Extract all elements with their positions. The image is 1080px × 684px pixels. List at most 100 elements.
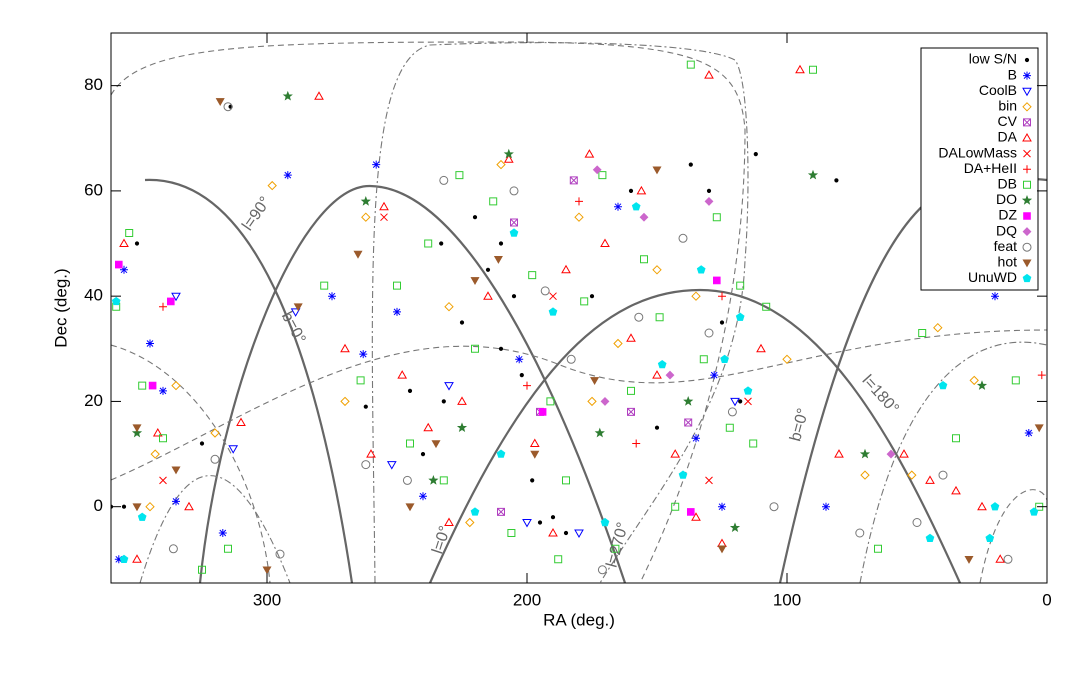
point (1024, 429, 1033, 437)
galactic-curve (979, 489, 1047, 583)
point (628, 188, 634, 193)
y-tick-label: 20 (84, 391, 103, 410)
y-axis-label: Dec (deg.) (51, 268, 70, 347)
point (328, 292, 336, 301)
point (762, 302, 771, 311)
point (704, 328, 714, 338)
point (925, 475, 935, 484)
point (119, 554, 129, 563)
legend-symbol (1023, 180, 1031, 189)
point (574, 529, 584, 539)
point (361, 460, 371, 470)
point (470, 277, 480, 286)
legend-label: bin (998, 98, 1017, 114)
point (363, 404, 368, 409)
point (407, 388, 413, 393)
point (691, 512, 701, 521)
point (712, 213, 721, 222)
galactic-curve (428, 288, 962, 583)
point (493, 255, 503, 264)
point (886, 449, 896, 459)
legend-symbol (1023, 118, 1031, 127)
point (134, 241, 140, 246)
point (167, 297, 175, 306)
point (528, 271, 537, 280)
point (688, 162, 693, 167)
legend-symbol (1023, 71, 1031, 80)
point (406, 439, 414, 448)
point (184, 501, 194, 511)
point (115, 260, 123, 269)
point (692, 434, 700, 443)
point (735, 312, 745, 321)
point (678, 233, 688, 243)
point (444, 382, 454, 391)
point (498, 346, 504, 351)
point (834, 178, 839, 183)
point (444, 517, 454, 526)
point (215, 98, 225, 107)
point (293, 303, 303, 312)
point (498, 241, 504, 246)
point (359, 350, 368, 359)
point (589, 294, 595, 299)
point (393, 307, 401, 316)
point (834, 449, 844, 458)
point (146, 339, 154, 348)
point (632, 439, 641, 448)
point (809, 65, 817, 74)
point (168, 544, 178, 554)
galactic-curve (111, 344, 271, 583)
point (822, 502, 830, 511)
point (372, 160, 381, 169)
point (457, 396, 467, 405)
point (580, 297, 589, 306)
point (210, 428, 220, 438)
point (223, 102, 233, 112)
point (120, 265, 128, 274)
point (727, 407, 737, 417)
point (262, 566, 272, 575)
curve-label: l=90° (239, 194, 274, 234)
legend-symbol (1022, 242, 1032, 252)
point (627, 386, 635, 395)
point (725, 423, 734, 432)
galactic-curve (139, 475, 291, 583)
point (114, 555, 123, 564)
point (439, 241, 444, 246)
point (738, 399, 743, 404)
point (471, 344, 479, 353)
point (753, 152, 758, 157)
point (465, 517, 475, 528)
point (550, 515, 556, 520)
x-tick-label: 100 (773, 590, 801, 609)
point (496, 449, 506, 458)
point (282, 90, 293, 101)
point (855, 528, 865, 538)
point (964, 555, 974, 564)
legend-symbol (1021, 195, 1033, 205)
point (640, 255, 648, 264)
legend-label: CoolB (979, 82, 1017, 98)
point (455, 171, 464, 180)
y-tick-label: 60 (84, 180, 103, 199)
point (548, 307, 558, 316)
point (275, 549, 285, 559)
point (631, 202, 641, 211)
point (522, 519, 532, 528)
point (951, 485, 961, 495)
point (121, 504, 127, 509)
point (1003, 554, 1013, 564)
point (977, 501, 987, 511)
point (969, 375, 979, 386)
legend-symbol (1023, 212, 1031, 220)
legend-label: DO (996, 191, 1017, 207)
y-tick-label: 80 (84, 75, 103, 94)
point (125, 229, 134, 237)
legend-symbol (1022, 259, 1032, 268)
point (538, 408, 547, 416)
point (152, 427, 163, 437)
point (496, 159, 506, 170)
point (428, 475, 439, 485)
point (938, 381, 948, 390)
